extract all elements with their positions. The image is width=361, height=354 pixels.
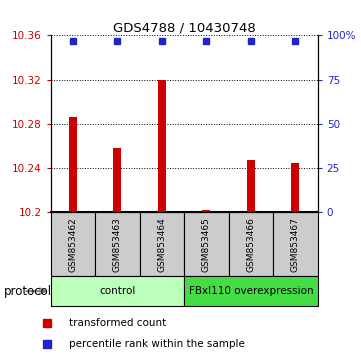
Bar: [51, 276, 184, 306]
Bar: [184, 276, 318, 306]
Text: GSM853462: GSM853462: [68, 217, 77, 272]
Bar: [291, 162, 299, 212]
Text: control: control: [99, 286, 135, 296]
Bar: [95, 212, 140, 276]
Bar: [247, 160, 255, 212]
Bar: [158, 80, 166, 212]
Bar: [184, 212, 229, 276]
Bar: [69, 117, 77, 212]
Text: FBxl110 overexpression: FBxl110 overexpression: [188, 286, 313, 296]
Bar: [203, 210, 210, 212]
Bar: [140, 212, 184, 276]
Text: GSM853467: GSM853467: [291, 217, 300, 272]
Text: GSM853464: GSM853464: [157, 217, 166, 272]
Text: transformed count: transformed count: [69, 318, 166, 328]
Bar: [273, 212, 318, 276]
Text: GSM853463: GSM853463: [113, 217, 122, 272]
Text: percentile rank within the sample: percentile rank within the sample: [69, 339, 244, 349]
Title: GDS4788 / 10430748: GDS4788 / 10430748: [113, 21, 256, 34]
Bar: [51, 212, 95, 276]
Bar: [113, 148, 121, 212]
Text: GSM853466: GSM853466: [247, 217, 255, 272]
Text: protocol: protocol: [4, 285, 52, 298]
Bar: [229, 212, 273, 276]
Text: GSM853465: GSM853465: [202, 217, 211, 272]
